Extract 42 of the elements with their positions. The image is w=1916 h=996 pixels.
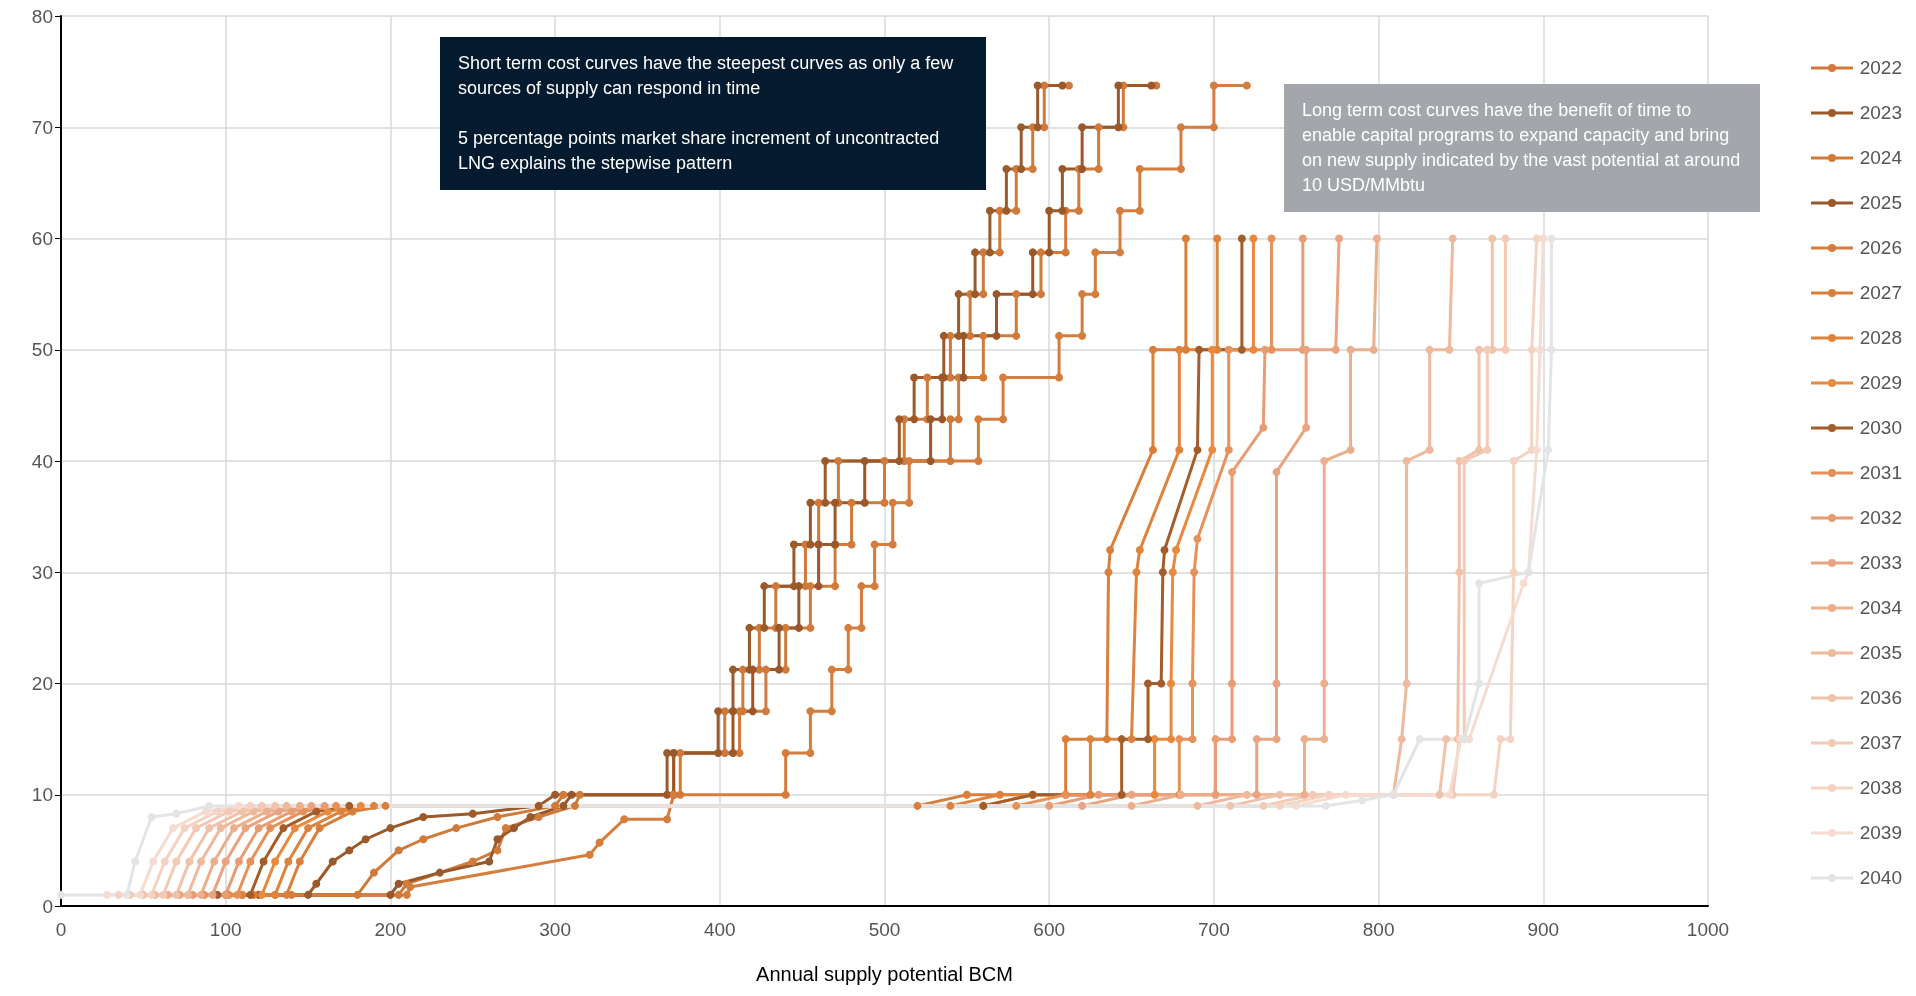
x-axis-title: Annual supply potential BCM xyxy=(756,963,1013,985)
legend-label: 2027 xyxy=(1859,281,1902,304)
legend-label: 2022 xyxy=(1859,56,1902,79)
x-tick-label: 700 xyxy=(1198,919,1230,940)
legend-label: 2023 xyxy=(1859,101,1902,124)
y-tick-label: 0 xyxy=(42,895,53,917)
legend-label: 2024 xyxy=(1859,146,1902,169)
x-tick-label: 500 xyxy=(868,919,901,940)
x-tick-label: 1000 xyxy=(1686,919,1730,940)
legend-label: 2035 xyxy=(1859,641,1902,664)
legend-label: 2040 xyxy=(1859,866,1902,889)
x-tick-label: 0 xyxy=(55,919,67,940)
legend-label: 2032 xyxy=(1859,506,1902,529)
text-box: Long term cost curves have the benefit of time to enable capital programs to expand capacity and bring on new supply indicated by the vast potential at around 10 USD/MMbtu xyxy=(1284,84,1760,212)
legend-label: 2039 xyxy=(1859,821,1902,844)
x-tick-label: 800 xyxy=(1362,919,1395,940)
legend-label: 2038 xyxy=(1859,776,1902,799)
y-tick-label: 30 xyxy=(31,561,53,583)
y-tick-label: 10 xyxy=(31,784,53,806)
legend-label: 2031 xyxy=(1859,461,1902,484)
y-tick-label: 50 xyxy=(31,339,53,361)
legend-label: 2030 xyxy=(1859,416,1902,439)
y-tick-label: 20 xyxy=(31,673,53,694)
y-tick-label: 70 xyxy=(31,116,53,138)
legend-label: 2034 xyxy=(1859,596,1902,619)
legend-label: 2028 xyxy=(1859,326,1902,349)
legend-label: 2036 xyxy=(1859,686,1902,709)
text-box: Short term cost curves have the steepest curves as only a few sources of supply can respond in time 5 percentage points market share increment of uncontracted LNG explains the stepwise pattern xyxy=(440,37,986,190)
x-tick-label: 600 xyxy=(1033,919,1066,940)
legend-label: 2037 xyxy=(1859,731,1902,754)
legend-label: 2029 xyxy=(1859,371,1902,394)
legend-label: 2026 xyxy=(1859,236,1902,259)
x-tick-label: 900 xyxy=(1527,919,1560,940)
y-tick-label: 60 xyxy=(31,228,53,249)
y-tick-label: 40 xyxy=(31,450,53,472)
x-tick-label: 200 xyxy=(374,919,407,940)
x-tick-label: 300 xyxy=(539,919,571,940)
y-tick-label: 80 xyxy=(31,5,53,27)
x-tick-label: 400 xyxy=(703,919,736,940)
legend-label: 2025 xyxy=(1859,191,1902,214)
legend-label: 2033 xyxy=(1859,551,1902,574)
x-tick-label: 100 xyxy=(209,919,242,940)
